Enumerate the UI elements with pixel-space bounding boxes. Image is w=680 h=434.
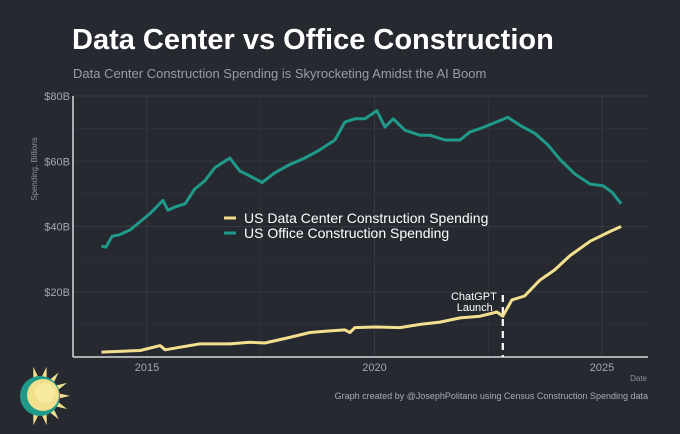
- y-axis-label: Spending, Billions: [30, 137, 39, 201]
- axes: [72, 96, 648, 358]
- x-tick-label: 2025: [590, 362, 614, 374]
- grid: [73, 95, 648, 357]
- y-tick-label: $20B: [44, 287, 70, 299]
- legend-label-data-center: US Data Center Construction Spending: [244, 210, 488, 226]
- ticks: $20B $40B $60B $80B 2015 2020 2025: [44, 91, 614, 374]
- y-tick-label: $40B: [44, 222, 70, 234]
- legend-label-office: US Office Construction Spending: [244, 225, 449, 241]
- sun-logo-icon: [20, 366, 70, 426]
- series-line-us-office-construction-spending: [101, 109, 623, 249]
- series-lines: [101, 109, 623, 354]
- y-tick-label: $80B: [44, 91, 70, 103]
- annotation-line1: ChatGPT: [451, 291, 497, 303]
- x-tick-label: 2020: [362, 362, 386, 374]
- annotation-line2: Launch: [457, 302, 493, 314]
- credit-text: Graph created by @JosephPolitano using C…: [334, 391, 648, 401]
- legend: US Data Center Construction Spending US …: [224, 210, 488, 241]
- chatgpt-annotation: ChatGPT Launch: [451, 291, 504, 357]
- y-tick-label: $60B: [44, 156, 70, 168]
- x-axis-label: Date: [630, 374, 647, 383]
- x-tick-label: 2015: [135, 362, 159, 374]
- sun-ray: [56, 392, 70, 399]
- series-line-us-data-center-construction-spending: [101, 225, 622, 354]
- chart-subtitle: Data Center Construction Spending is Sky…: [73, 66, 487, 81]
- chart-title: Data Center vs Office Construction: [72, 24, 554, 56]
